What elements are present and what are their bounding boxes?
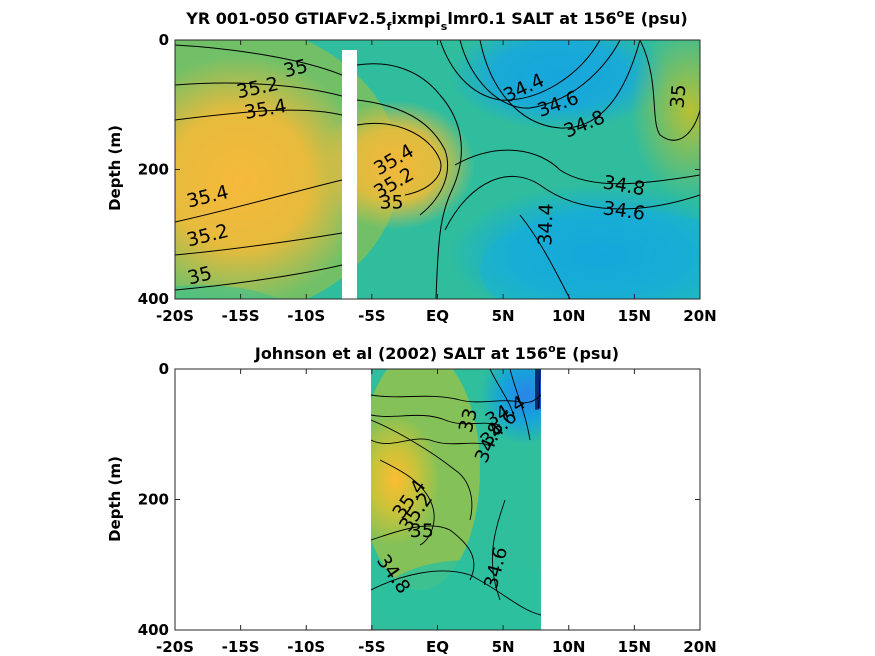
x-tick-label: 20N — [683, 307, 716, 325]
contour-label: 35 — [410, 520, 434, 542]
contour-35.4-bottom — [175, 179, 343, 223]
model-missing-data-strip — [342, 50, 357, 299]
observation-panel: Johnson et al (2002) SALT at 156oE (psu) — [106, 342, 717, 656]
obs-title-main: Johnson et al (2002) SALT at 156 — [254, 344, 548, 363]
x-tick-label: 5N — [492, 307, 515, 325]
y-tick-label: 200 — [138, 161, 169, 179]
title-main: YR 001-050 GTIAFv2.5 — [185, 9, 386, 28]
title-sup: o — [617, 7, 625, 20]
obs-x-axis: -20S -15S -10S -5S EQ 5N 10N 15N 20N — [156, 369, 717, 656]
contour-label: 34.4 — [534, 203, 557, 246]
contour-34.4-mid — [519, 214, 571, 299]
x-tick-label: 5N — [492, 638, 515, 656]
obs-title-end: E (psu) — [556, 344, 620, 363]
y-tick-label: 400 — [138, 621, 169, 639]
obs-panel-title: Johnson et al (2002) SALT at 156oE (psu) — [254, 342, 619, 363]
x-tick-label: -20S — [156, 638, 194, 656]
x-tick-label: 20N — [683, 638, 716, 656]
obs-y-axis: 0 200 400 — [138, 360, 700, 639]
y-tick-label: 400 — [138, 290, 169, 308]
model-salinity-field — [175, 40, 700, 299]
y-tick-label: 200 — [138, 491, 169, 509]
y-tick-label: 0 — [159, 360, 169, 378]
title-end: E (psu) — [624, 9, 688, 28]
contour-35.2-top — [175, 82, 449, 216]
contour-label: 35 — [666, 83, 690, 109]
x-tick-label: -15S — [222, 638, 260, 656]
x-tick-label: EQ — [426, 638, 449, 656]
x-tick-label: 15N — [618, 307, 651, 325]
x-tick-label: -20S — [156, 307, 194, 325]
obs-y-axis-label: Depth (m) — [106, 456, 124, 542]
title-tail: lmr0.1 SALT at 156 — [447, 9, 616, 28]
model-contour-lines — [175, 40, 700, 299]
x-tick-label: -15S — [222, 307, 260, 325]
model-x-axis: -20S -15S -10S -5S EQ 5N 10N 15N 20N — [156, 40, 717, 325]
y-tick-label: 0 — [159, 31, 169, 49]
x-tick-label: 15N — [618, 638, 651, 656]
x-tick-label: -5S — [358, 307, 385, 325]
observed-salinity-field — [371, 369, 541, 630]
x-tick-label: -5S — [358, 638, 385, 656]
obs-title-sup: o — [548, 342, 556, 355]
title-sub1: f — [387, 20, 392, 33]
model-y-axis-label: Depth (m) — [106, 125, 124, 211]
contour-35-bottom — [175, 264, 343, 291]
x-tick-label: -10S — [287, 638, 325, 656]
contour-34.8-top — [479, 40, 641, 129]
contour-35.4-top — [175, 109, 442, 196]
model-panel: YR 001-050 GTIAFv2.5fixmpislmr0.1 SALT a… — [106, 7, 717, 325]
contour-35.2-bottom — [175, 232, 343, 256]
x-tick-label: 10N — [552, 307, 585, 325]
model-panel-title: YR 001-050 GTIAFv2.5fixmpislmr0.1 SALT a… — [185, 7, 687, 33]
contour-34.6-mid — [444, 176, 700, 231]
x-tick-label: EQ — [426, 307, 449, 325]
title-sub2: s — [441, 20, 448, 33]
contour-35-right — [639, 40, 700, 141]
contour-label: 35 — [379, 192, 403, 214]
x-tick-label: -10S — [287, 307, 325, 325]
title-mid: ixmpi — [391, 9, 440, 28]
x-tick-label: 10N — [552, 638, 585, 656]
contour-34.8-mid — [454, 149, 700, 185]
contour-34.6-top — [459, 40, 621, 109]
contour-35-top — [175, 44, 462, 299]
model-y-axis: 0 200 400 — [138, 31, 700, 308]
obs-contour-lines — [371, 369, 541, 616]
